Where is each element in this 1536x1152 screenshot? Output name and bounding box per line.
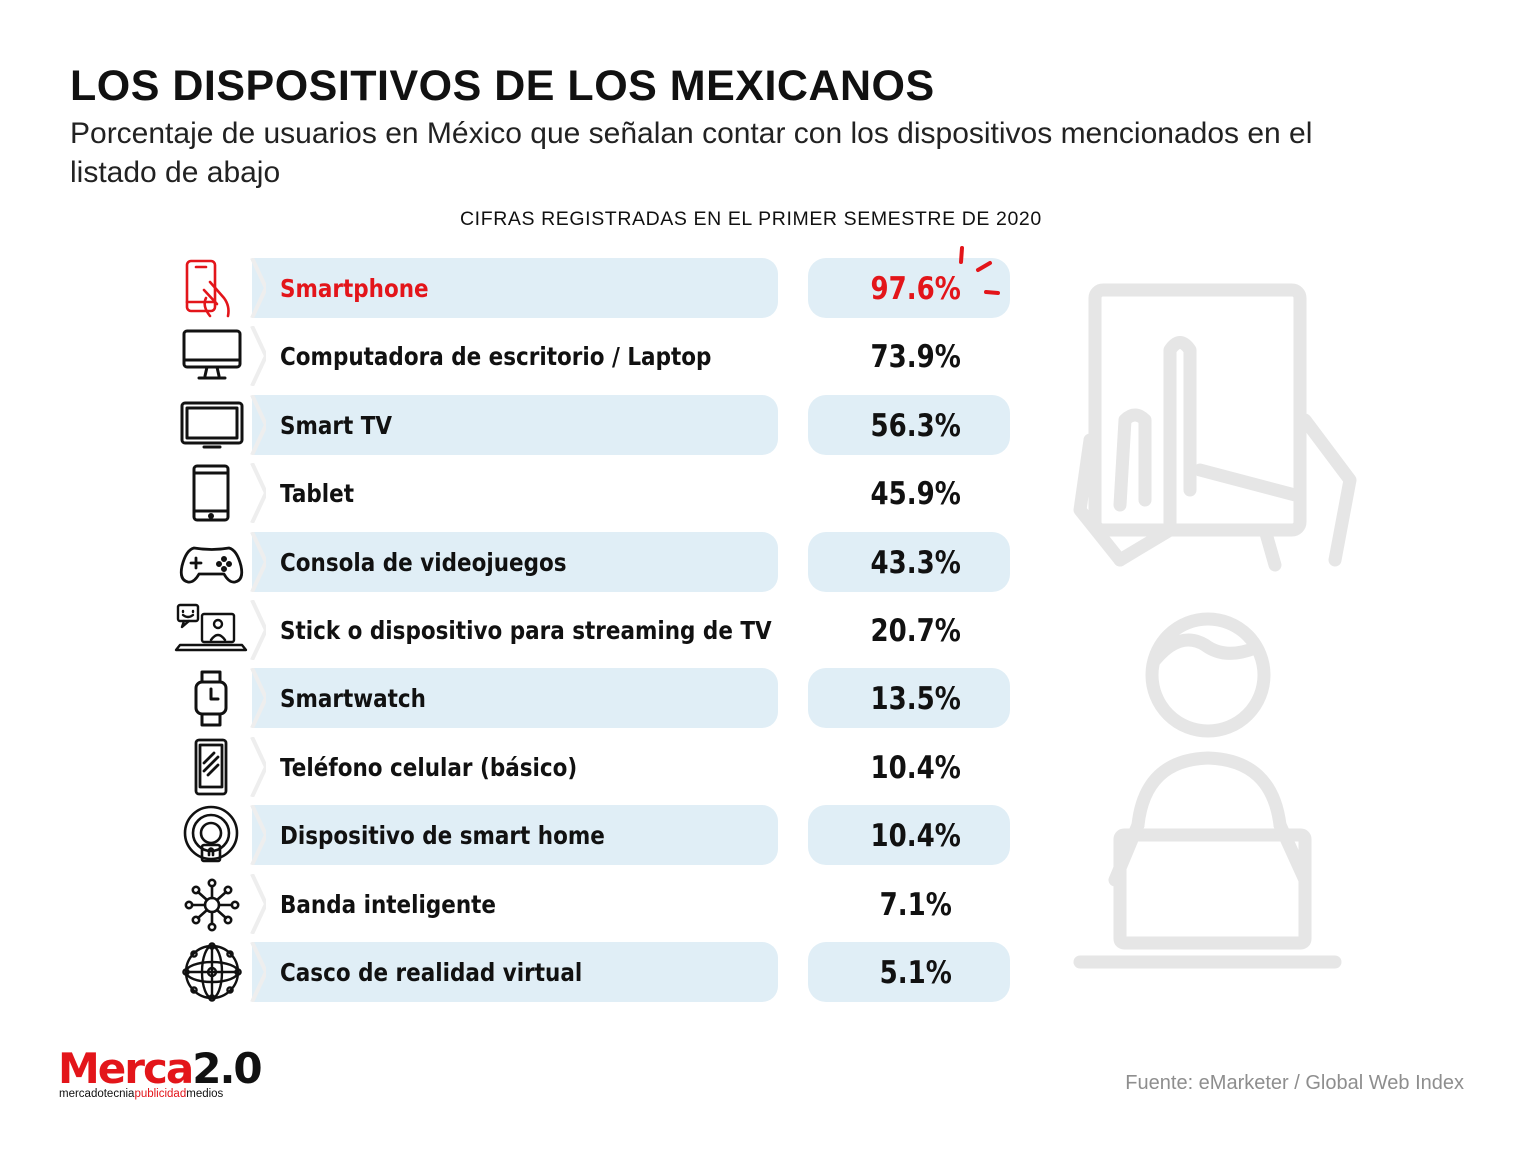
tablet-icon	[192, 464, 230, 522]
merca20-logo: Merca2.0 mercadotecniapublicidadmedios	[58, 1046, 278, 1106]
device-value: 73.9%	[870, 339, 961, 376]
device-label: Stick o dispositivo para streaming de TV	[280, 616, 772, 645]
device-value: 13.5%	[870, 681, 961, 718]
device-value: 10.4%	[870, 749, 961, 786]
device-row: Smart TV 56.3%	[0, 394, 1040, 455]
device-value: 7.1%	[879, 886, 952, 923]
network-band-icon	[184, 878, 240, 932]
row-chevron-icon	[250, 326, 266, 387]
smart-home-icon	[183, 805, 239, 863]
device-value: 45.9%	[870, 476, 961, 513]
row-bar	[252, 394, 778, 455]
basic-phone-icon	[194, 738, 228, 796]
value-pill	[808, 668, 1010, 729]
device-value: 97.6%	[870, 271, 961, 307]
row-chevron-icon	[250, 942, 266, 1002]
row-bar	[252, 668, 778, 729]
device-label: Smart TV	[280, 410, 393, 440]
tv-icon	[180, 401, 244, 449]
value-pill	[808, 394, 1010, 455]
device-label: Smartphone	[280, 274, 429, 303]
device-value: 10.4%	[870, 818, 961, 855]
smartwatch-icon	[194, 670, 228, 727]
device-row: Teléfono celular (básico) 10.4%	[0, 736, 1040, 797]
highlight-burst-icon	[959, 246, 1000, 295]
value-pill	[808, 805, 1010, 866]
device-row: Casco de realidad virtual 5.1%	[0, 942, 1040, 1002]
device-row: Smartwatch 13.5%	[0, 668, 1040, 729]
person-with-tablet-illustration-icon	[1073, 283, 1357, 969]
device-label: Smartwatch	[280, 684, 426, 714]
logo-wordmark: Merca2.0	[58, 1044, 263, 1093]
gamepad-icon	[179, 546, 244, 584]
device-row: Consola de videojuegos 43.3%	[0, 531, 1040, 592]
row-chevron-icon	[250, 531, 266, 592]
device-row: Smartphone 97.6%	[0, 258, 1040, 318]
device-value: 56.3%	[870, 407, 961, 444]
vr-sphere-icon	[182, 942, 242, 1002]
device-row: Dispositivo de smart home 10.4%	[0, 805, 1040, 866]
device-label: Dispositivo de smart home	[280, 821, 605, 851]
row-chevron-icon	[250, 805, 266, 866]
value-pill	[808, 942, 1010, 1002]
device-label: Banda inteligente	[280, 889, 497, 919]
value-pill	[808, 531, 1010, 592]
device-row: Banda inteligente 7.1%	[0, 873, 1040, 934]
row-chevron-icon	[250, 394, 266, 455]
row-chevron-icon	[250, 463, 266, 524]
device-label: Computadora de escritorio / Laptop	[280, 342, 712, 372]
streaming-laptop-icon	[174, 603, 248, 652]
logo-tagline: mercadotecniapublicidadmedios	[59, 1088, 224, 1100]
row-chevron-icon	[250, 668, 266, 729]
device-value: 5.1%	[879, 955, 952, 991]
device-row: Computadora de escritorio / Laptop 73.9%	[0, 326, 1040, 387]
source-note: Fuente: eMarketer / Global Web Index	[1125, 1072, 1464, 1094]
device-value: 20.7%	[870, 613, 961, 649]
period-note: CIFRAS REGISTRADAS EN EL PRIMER SEMESTRE…	[460, 208, 1042, 230]
smartphone-hand-icon	[185, 259, 230, 318]
row-chevron-icon	[250, 736, 266, 797]
row-chevron-icon	[250, 600, 266, 660]
row-bar	[252, 531, 778, 592]
desktop-monitor-icon	[182, 329, 242, 380]
value-pill	[808, 258, 1010, 318]
device-label: Teléfono celular (básico)	[280, 752, 578, 782]
chart-subtitle: Porcentaje de usuarios en México que señ…	[70, 117, 1313, 189]
device-row: Stick o dispositivo para streaming de TV…	[0, 600, 1040, 660]
device-label: Tablet	[280, 479, 355, 509]
device-label: Consola de videojuegos	[280, 547, 567, 577]
device-value: 43.3%	[870, 544, 961, 581]
row-bar	[252, 258, 778, 318]
row-chevron-icon	[250, 258, 266, 318]
row-bar	[252, 805, 778, 866]
device-label: Casco de realidad virtual	[280, 958, 583, 987]
chart-title: LOS DISPOSITIVOS DE LOS MEXICANOS	[70, 62, 935, 110]
row-chevron-icon	[250, 873, 266, 934]
device-row: Tablet 45.9%	[0, 463, 1040, 524]
row-bar	[252, 942, 778, 1002]
